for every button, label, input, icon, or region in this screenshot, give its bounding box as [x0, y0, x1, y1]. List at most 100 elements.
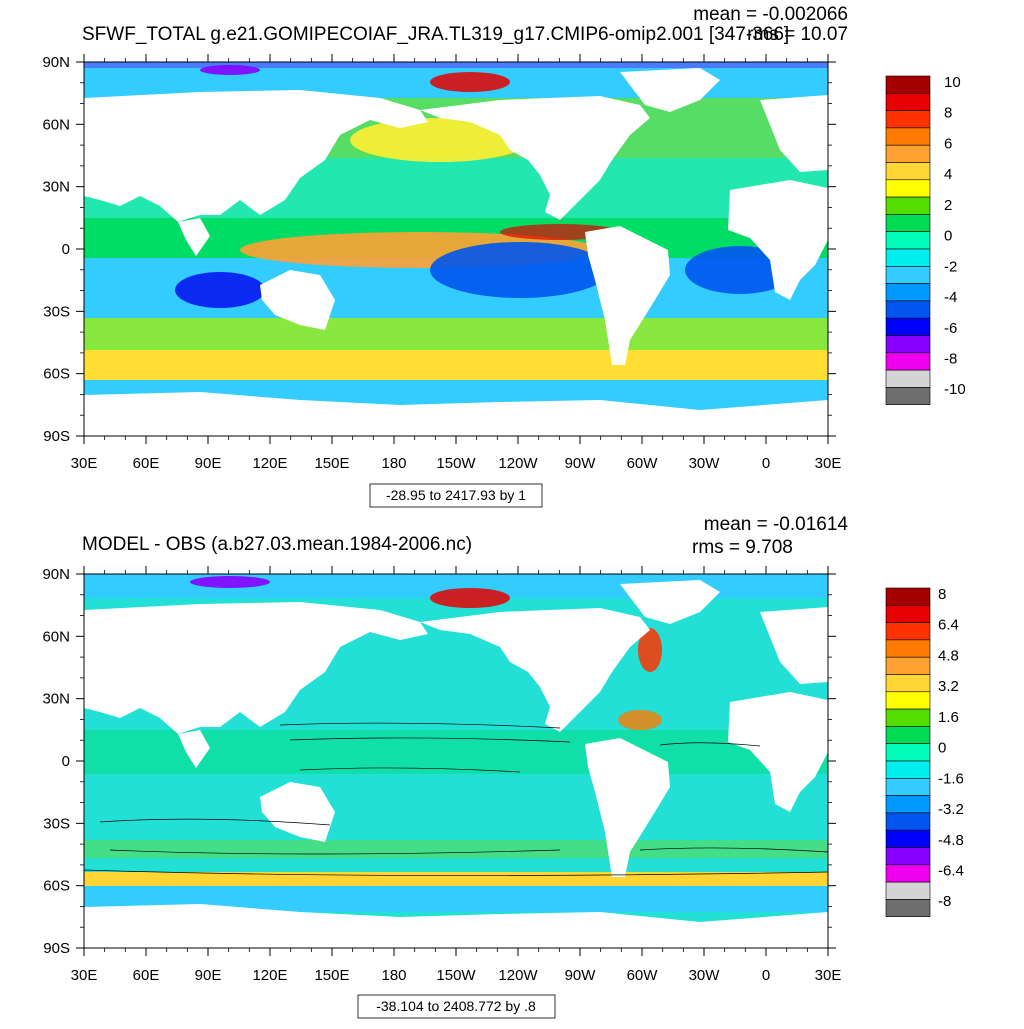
mean-label: mean = -0.002066: [693, 4, 848, 25]
colorbar-swatch: [885, 162, 931, 181]
y-tick-label: 0: [62, 241, 70, 258]
colorbar-swatch: [885, 708, 931, 727]
land-eurasia: [84, 602, 428, 734]
x-tick-label: 120W: [498, 967, 538, 984]
contour-line: [99, 818, 331, 826]
colorbar-label: -8: [938, 893, 951, 910]
info-box: -38.104 to 2408.772 by .8: [357, 994, 556, 1019]
land-eurasia: [84, 90, 428, 222]
colorbar-label: 6.4: [938, 617, 959, 634]
x-tick-label: 60E: [133, 455, 160, 472]
colorbar-swatch: [885, 231, 931, 250]
colorbar-label: -6: [944, 320, 957, 337]
land-greenland: [620, 68, 720, 112]
land-africa: [728, 180, 828, 300]
y-tick-label: 90S: [43, 428, 70, 445]
panel-title: SFWF_TOTAL g.e21.GOMIPECOIAF_JRA.TL319_g…: [82, 24, 789, 45]
field-band: [84, 318, 828, 350]
colorbar-swatch: [885, 829, 931, 848]
x-tick-label: 30W: [689, 967, 721, 984]
colorbar-swatch: [885, 300, 931, 319]
colorbar-label: -8: [944, 350, 957, 367]
map-field: [84, 62, 828, 436]
info-box-frame: [369, 483, 543, 508]
colorbar-label: -4: [944, 289, 957, 306]
land-india: [178, 218, 210, 256]
field-feature: [430, 72, 510, 92]
colorbar-swatch: [885, 622, 931, 641]
colorbar-swatch: [885, 248, 931, 267]
colorbar-label: 2: [944, 197, 952, 214]
colorbar-swatch: [885, 656, 931, 675]
colorbar: 8 6.4 4.8 3.2 1.6 0 -1.6 -3.2 -4.8 -6.4 -8: [885, 586, 964, 918]
contour-line: [659, 742, 761, 747]
land-antarctica: [84, 904, 828, 948]
colorbar-swatch: [885, 639, 931, 658]
x-axis: 30E 60E 90E 120E 150E 180 150W 120W 90W 60W 30W 0 30…: [71, 566, 841, 984]
map-field: [84, 574, 828, 948]
colorbar-swatch: [885, 674, 931, 693]
x-tick-label: 150W: [436, 455, 476, 472]
rms-label: rms = 10.07: [747, 24, 848, 45]
colorbar-swatch: [885, 75, 931, 94]
x-tick-label: 30W: [689, 455, 721, 472]
colorbar-label: -2: [944, 258, 957, 275]
colorbar-swatch: [885, 760, 931, 779]
land-north-america: [420, 96, 650, 220]
field-band: [84, 840, 828, 858]
x-tick-label: 150E: [314, 455, 349, 472]
field-feature: [430, 588, 510, 608]
colorbar-swatch: [885, 265, 931, 284]
field-band: [84, 872, 828, 886]
colorbar-label: 0: [944, 228, 952, 245]
field-feature: [200, 65, 260, 75]
field-feature: [430, 242, 610, 298]
colorbar-swatch: [885, 881, 931, 900]
y-tick-label: 0: [62, 753, 70, 770]
x-tick-label: 90W: [565, 455, 597, 472]
x-tick-label: 150E: [314, 967, 349, 984]
colorbar-swatch: [885, 335, 931, 354]
contour-line: [299, 767, 521, 773]
colorbar-swatch: [885, 795, 931, 814]
field-band: [84, 62, 828, 68]
x-tick-label: 90E: [195, 967, 222, 984]
y-tick-label: 90N: [42, 54, 70, 71]
colorbar-swatch: [885, 179, 931, 198]
colorbar: 10 8 6 4 2 0 -2 -4 -6 -8 -10: [885, 74, 966, 405]
x-tick-label: 60E: [133, 967, 160, 984]
colorbar-swatch: [885, 110, 931, 129]
colorbar-swatch: [885, 743, 931, 762]
x-tick-label: 120E: [252, 455, 287, 472]
field-feature: [190, 576, 270, 588]
contour-line: [109, 849, 561, 855]
field-feature: [638, 628, 662, 672]
land-south-america: [585, 738, 670, 877]
colorbar-label: 10: [944, 74, 961, 91]
panel-sfwf-total: SFWF_TOTAL g.e21.GOMIPECOIAF_JRA.TL319_g…: [42, 4, 966, 508]
x-tick-label: 90E: [195, 455, 222, 472]
colorbar-label: 3.2: [938, 678, 959, 695]
x-tick-label: 90W: [565, 967, 597, 984]
colorbar-swatch: [885, 317, 931, 336]
colorbar-label: -3.2: [938, 801, 964, 818]
land-europe: [760, 607, 828, 684]
field-feature: [618, 710, 662, 730]
colorbar-swatch: [885, 812, 931, 831]
y-axis: 90N 60N 30N 0 30S 60S 90S: [42, 54, 836, 445]
colorbar-swatch: [885, 726, 931, 745]
land-australia: [260, 270, 335, 330]
colorbar-label: -1.6: [938, 770, 964, 787]
x-tick-label: 0: [762, 967, 770, 984]
x-tick-label: 150W: [436, 967, 476, 984]
x-axis: 30E 60E 90E 120E 150E 180 150W 120W 90W 60W 30W 0 30…: [71, 54, 841, 472]
colorbar-label: 8: [944, 105, 952, 122]
y-tick-label: 60N: [42, 628, 70, 645]
colorbar-label: 1.6: [938, 709, 959, 726]
colorbar-swatch: [885, 604, 931, 623]
colorbar-label: 6: [944, 135, 952, 152]
y-tick-label: 30S: [43, 303, 70, 320]
colorbar-swatch: [885, 691, 931, 710]
x-tick-label: 30E: [71, 967, 98, 984]
y-tick-label: 30N: [42, 691, 70, 708]
